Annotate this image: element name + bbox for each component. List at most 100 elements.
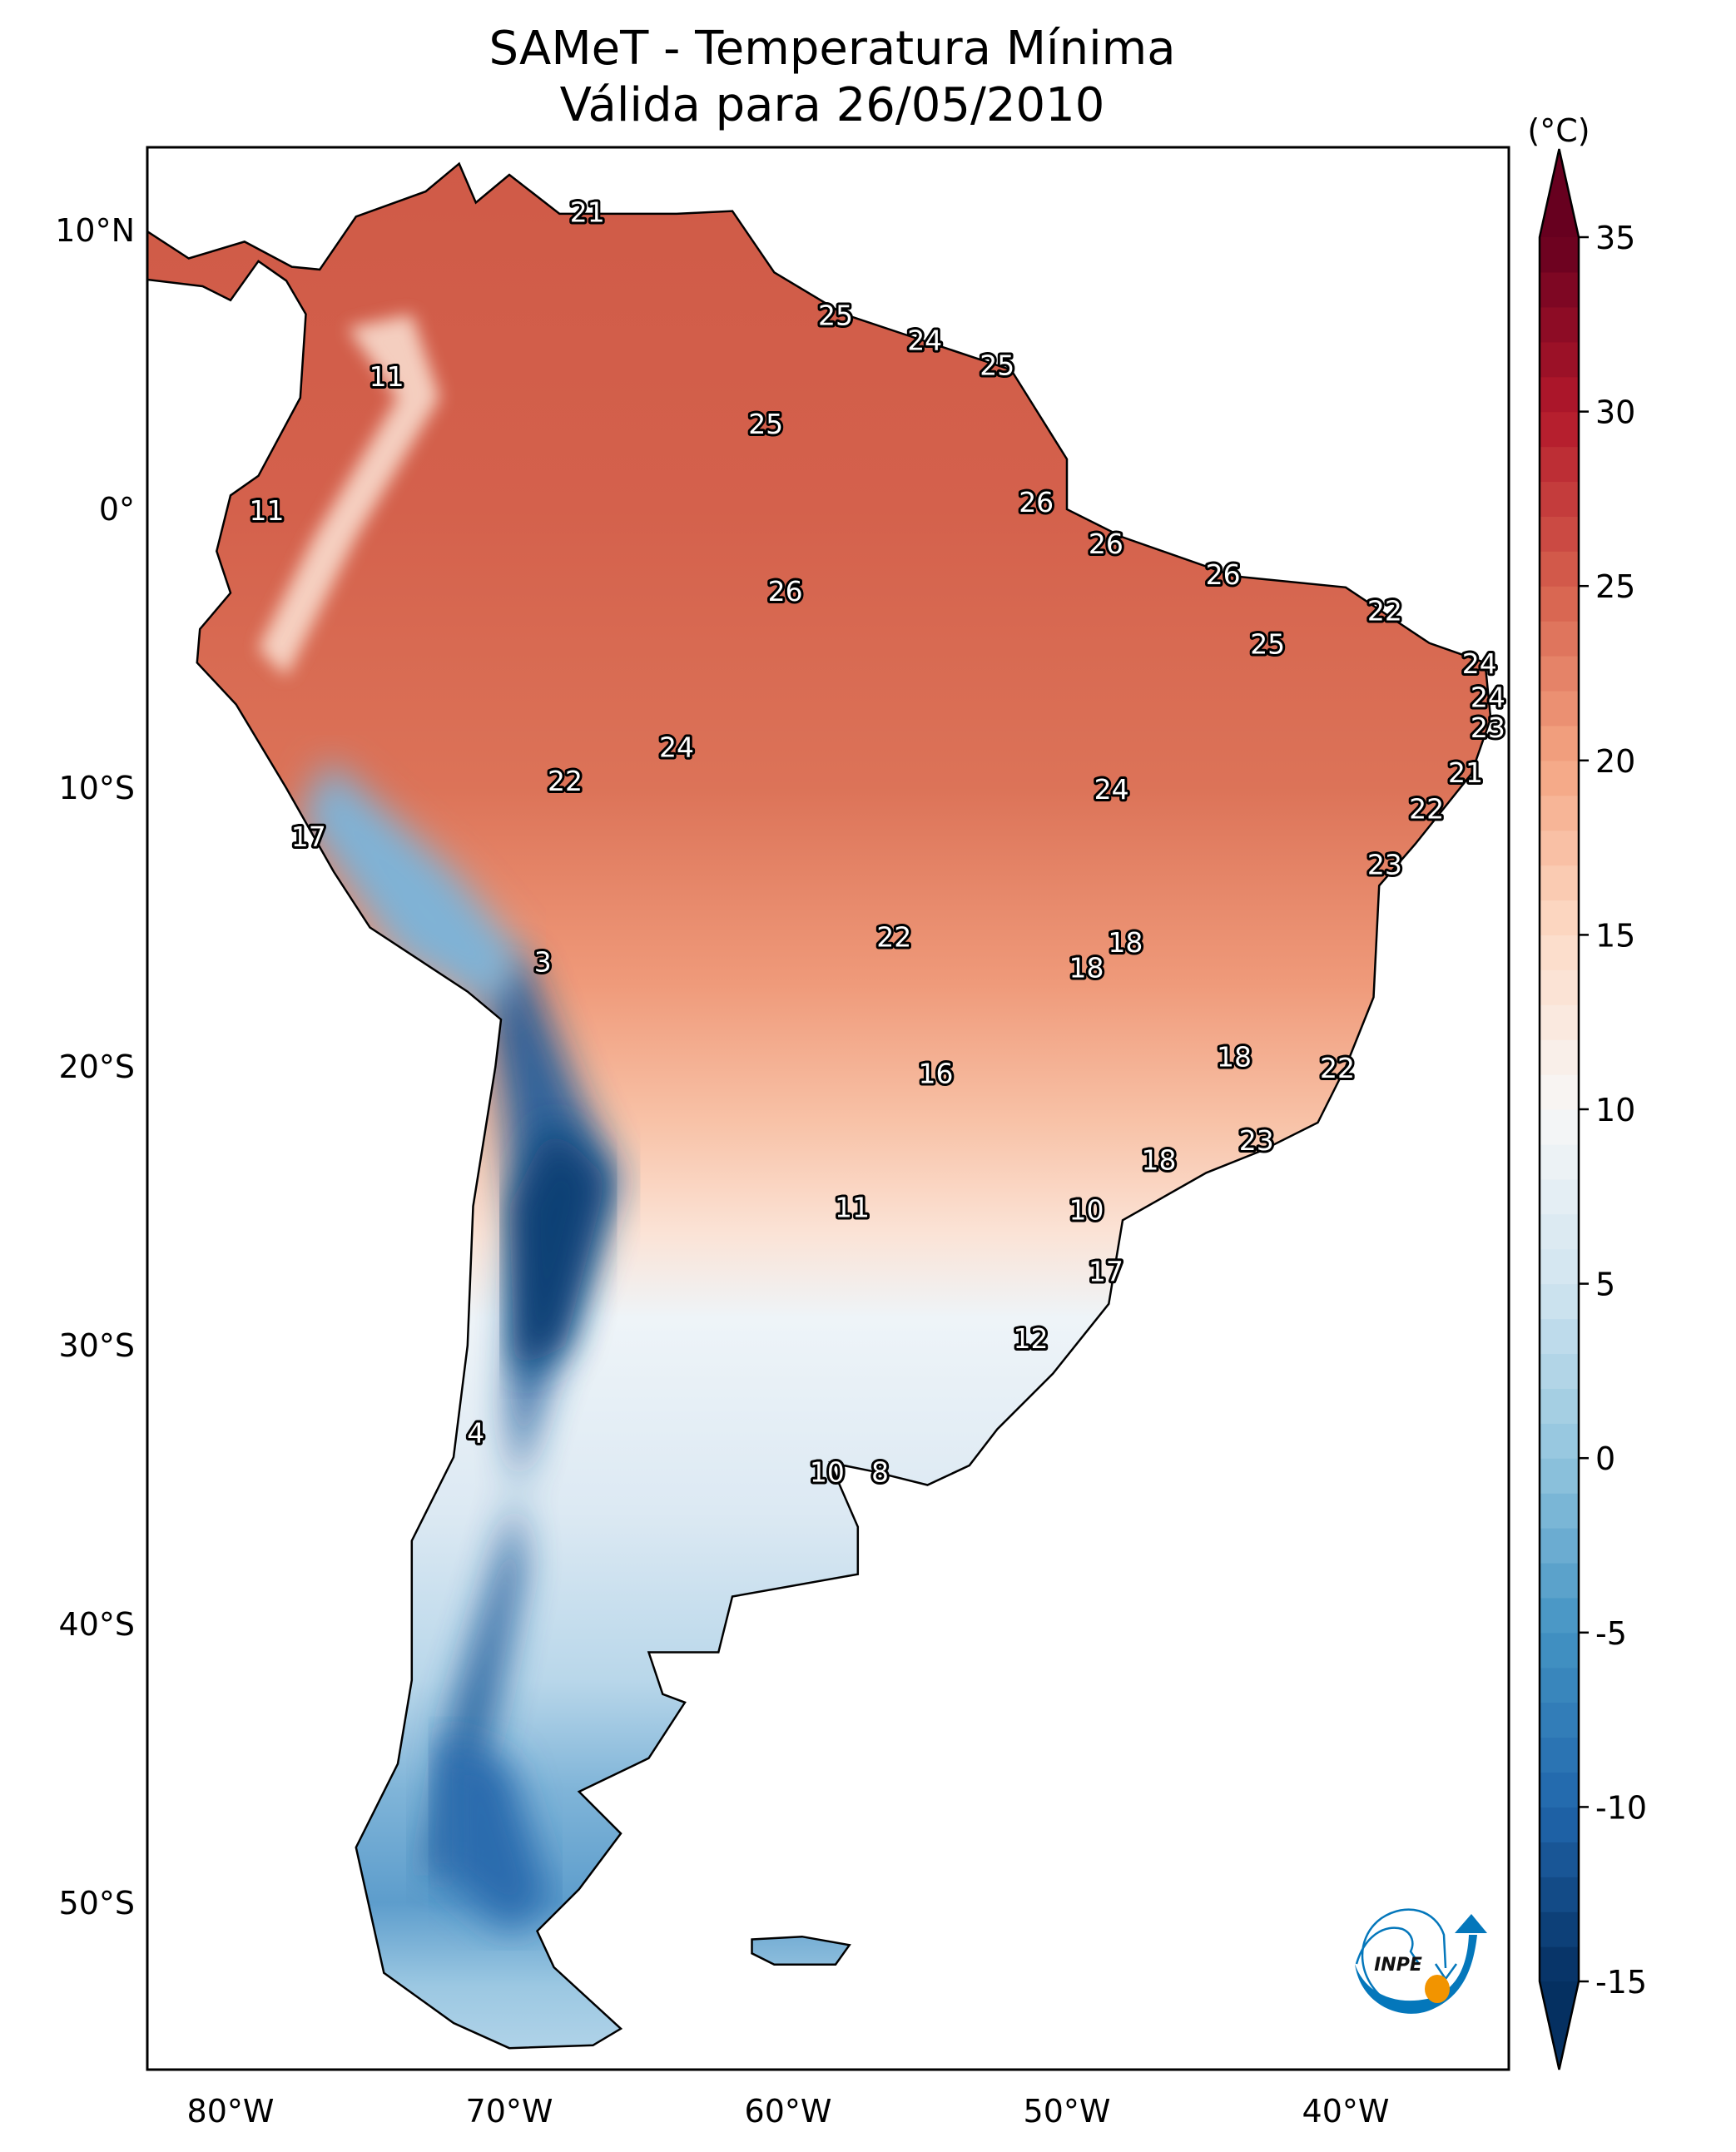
- colorbar-band: [1540, 516, 1579, 552]
- temperature-field: [147, 161, 1492, 2050]
- colorbar-band: [1540, 1143, 1579, 1180]
- station-value-label: 23: [1367, 848, 1402, 880]
- colorbar-band: [1540, 1772, 1579, 1807]
- colorbar-band: [1540, 1213, 1579, 1250]
- station-value-label: 17: [1089, 1255, 1123, 1287]
- station-value-label: 24: [659, 731, 694, 764]
- colorbar-band: [1540, 1283, 1579, 1320]
- colorbar-band: [1540, 481, 1579, 517]
- station-value-label: 11: [835, 1191, 870, 1223]
- peru-andes-zone: [300, 760, 523, 1011]
- colorbar-band: [1540, 446, 1579, 483]
- station-value-label: 24: [1462, 647, 1497, 680]
- colorbar-band: [1540, 1074, 1579, 1110]
- colorbar-extend-min: [1540, 1981, 1579, 2070]
- coastline: [147, 161, 1492, 2050]
- station-value-label: 25: [980, 350, 1014, 382]
- station-value-label: 16: [919, 1058, 954, 1090]
- station-value-label: 21: [1448, 756, 1483, 789]
- colorbar-band: [1540, 1318, 1579, 1355]
- colorbar-band: [1540, 760, 1579, 796]
- colorbar-band: [1540, 1912, 1579, 1947]
- station-value-label: 22: [1409, 792, 1444, 825]
- colorbar-band: [1540, 1842, 1579, 1877]
- colorbar-extend-max: [1540, 149, 1579, 237]
- colorbar-unit: (°C): [1527, 112, 1590, 149]
- colorbar-band: [1540, 1353, 1579, 1389]
- colorbar-band: [1540, 1702, 1579, 1738]
- colorbar-band: [1540, 271, 1579, 308]
- station-value-label: 17: [291, 821, 326, 853]
- latitude-tick-label: 0°: [99, 491, 135, 528]
- station-value-label: 12: [1014, 1322, 1049, 1355]
- station-value-label: 4: [467, 1417, 484, 1450]
- station-value-label: 18: [1069, 951, 1104, 984]
- colorbar-band: [1540, 551, 1579, 587]
- colorbar-tick-label: -15: [1595, 1964, 1647, 2001]
- longitude-labels: 80°W 70°W 60°W 50°W 40°W: [187, 2093, 1390, 2130]
- station-value-label: 25: [748, 408, 783, 440]
- colorbar-band: [1540, 1632, 1579, 1669]
- colorbar-band: [1540, 725, 1579, 761]
- colorbar-band: [1540, 969, 1579, 1005]
- colorbar-band: [1540, 690, 1579, 726]
- longitude-tick-label: 70°W: [466, 2093, 553, 2130]
- station-value-label: 11: [250, 494, 285, 527]
- colorbar-band: [1540, 830, 1579, 866]
- station-value-label: 24: [1094, 773, 1129, 806]
- station-value-label: 21: [570, 196, 605, 228]
- colorbar-band: [1540, 1667, 1579, 1703]
- station-value-label: 22: [876, 920, 911, 953]
- inpe-logo: INPE: [1355, 1908, 1487, 2014]
- colorbar-band: [1540, 900, 1579, 935]
- longitude-tick-label: 50°W: [1024, 2093, 1111, 2130]
- colorbar-tick-label: -10: [1595, 1789, 1647, 1826]
- colorbar-tick-label: 20: [1595, 743, 1635, 780]
- map-frame: [146, 146, 1510, 2071]
- latitude-tick-label: 10°S: [59, 770, 135, 806]
- title-line-1: SAMeT - Temperatura Mínima: [489, 22, 1175, 76]
- latitude-tick-label: 40°S: [59, 1606, 135, 1643]
- colorbar-tick-label: 30: [1595, 394, 1635, 431]
- colorbar-band: [1540, 1807, 1579, 1842]
- station-value-label: 25: [1250, 628, 1285, 661]
- colorbar-band: [1540, 1562, 1579, 1599]
- colorbar-band: [1540, 1248, 1579, 1285]
- station-value-label: 26: [1206, 558, 1241, 591]
- patagonia-cold-zone: [439, 1736, 552, 1931]
- longitude-tick-label: 80°W: [187, 2093, 275, 2130]
- northern-andes-zone: [258, 314, 440, 677]
- colorbar-band: [1540, 341, 1579, 378]
- temperature-gradient: [147, 163, 1491, 2049]
- colorbar-band: [1540, 586, 1579, 622]
- longitude-tick-label: 40°W: [1302, 2093, 1390, 2130]
- colorbar-tick-label: 0: [1595, 1440, 1615, 1477]
- station-value-label: 26: [768, 575, 803, 607]
- station-value-label: 8: [871, 1456, 889, 1489]
- station-value-label: 24: [1471, 681, 1505, 713]
- station-value-label: 25: [818, 299, 853, 331]
- station-value-label: 10: [1069, 1194, 1104, 1227]
- colorbar-band: [1540, 1423, 1579, 1459]
- station-value-label: 22: [548, 765, 583, 797]
- station-value-label: 24: [907, 325, 942, 357]
- colorbar-tick-label: 35: [1595, 220, 1635, 256]
- station-value-label: 18: [1108, 926, 1143, 959]
- colorbar-band: [1540, 935, 1579, 970]
- longitude-tick-label: 60°W: [745, 2093, 832, 2130]
- colorbar-band: [1540, 411, 1579, 448]
- latitude-labels: 10°N 0° 10°S 20°S 30°S 40°S 50°S: [55, 212, 135, 1921]
- station-value-label: 3: [534, 946, 552, 979]
- andes-coldest-zone: [509, 1123, 608, 1374]
- station-value-label: 26: [1019, 486, 1054, 518]
- colorbar-band: [1540, 1737, 1579, 1773]
- station-value-label: 22: [1320, 1052, 1355, 1084]
- colorbar: 35 30 25 20 15 10 5 0 -5 -10 -15: [1538, 148, 1647, 2070]
- colorbar-band: [1540, 1004, 1579, 1040]
- latitude-tick-label: 50°S: [59, 1885, 135, 1921]
- colorbar-band: [1540, 1528, 1579, 1564]
- colorbar-band: [1540, 1597, 1579, 1634]
- colorbar-band: [1540, 1458, 1579, 1494]
